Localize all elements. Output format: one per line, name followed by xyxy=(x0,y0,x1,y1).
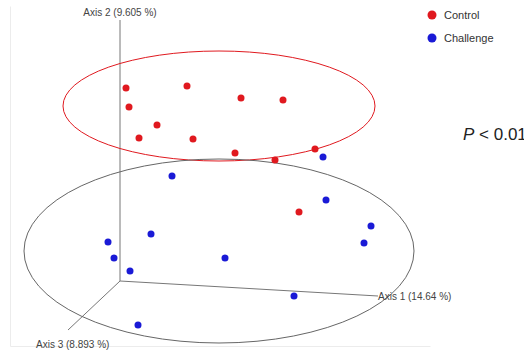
point xyxy=(111,255,118,262)
axis-1-label: Axis 1 (14.64 %) xyxy=(378,291,451,302)
group-ellipse xyxy=(24,159,414,343)
point xyxy=(135,322,142,329)
legend-label: Control xyxy=(444,9,479,21)
point xyxy=(169,173,176,180)
point xyxy=(312,146,319,153)
point xyxy=(323,197,330,204)
legend: Control Challenge xyxy=(428,9,494,44)
point xyxy=(105,239,112,246)
axis-3-label: Axis 3 (8.893 %) xyxy=(36,339,109,350)
plot-area xyxy=(24,51,414,343)
point xyxy=(184,83,191,90)
axis-1-line xyxy=(120,20,121,281)
point xyxy=(280,97,287,104)
point xyxy=(123,85,130,92)
point xyxy=(127,268,134,275)
group-ellipse xyxy=(63,51,375,161)
point xyxy=(148,231,155,238)
annotation: P < 0.01 xyxy=(463,125,524,144)
axis-3-line xyxy=(68,281,120,330)
axis-2-label: Axis 2 (9.605 %) xyxy=(83,7,156,18)
point xyxy=(272,157,279,164)
point xyxy=(238,95,245,102)
pcoa-axes xyxy=(68,20,378,330)
legend-entry: Challenge xyxy=(428,32,494,44)
point xyxy=(154,122,161,129)
y-axis xyxy=(10,7,11,347)
series-0 xyxy=(123,83,319,216)
point xyxy=(361,240,368,247)
point xyxy=(320,154,327,161)
point xyxy=(136,135,143,142)
axis-2-line xyxy=(120,281,378,296)
legend-entry: Control xyxy=(428,9,480,21)
legend-marker xyxy=(428,34,437,43)
axis-line xyxy=(10,7,11,347)
point xyxy=(296,209,303,216)
point xyxy=(126,104,133,111)
point xyxy=(368,223,375,230)
point xyxy=(222,255,229,262)
legend-marker xyxy=(428,11,437,20)
series-1 xyxy=(105,154,375,329)
point xyxy=(190,136,197,143)
point xyxy=(232,150,239,157)
legend-label: Challenge xyxy=(444,32,494,44)
point xyxy=(291,293,298,300)
